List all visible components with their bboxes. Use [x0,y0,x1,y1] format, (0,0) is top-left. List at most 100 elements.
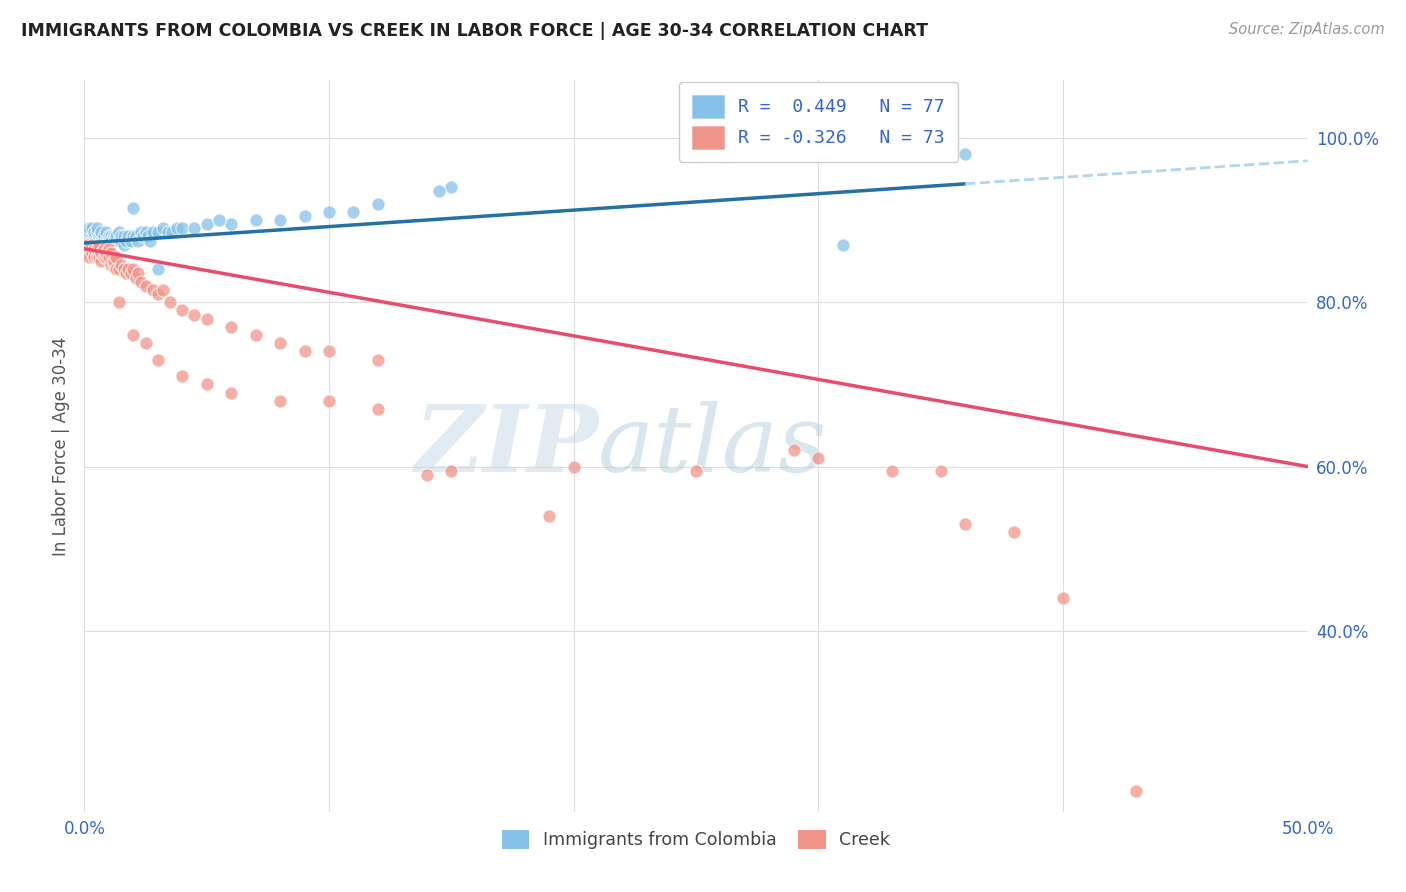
Point [90,225,112,239]
Point [1002,525,1025,540]
Point [146,225,169,239]
Point [86,234,108,248]
Point [208,213,231,227]
Point [122,262,145,277]
Point [97,237,120,252]
Point [112,229,135,244]
Point [86,221,108,235]
Point [318,204,340,219]
Text: ZIP: ZIP [413,401,598,491]
Point [120,267,142,281]
Point [245,213,267,227]
Point [172,303,194,318]
Point [97,229,120,244]
Point [1125,784,1147,798]
Point [269,336,291,351]
Point [135,278,157,293]
Point [80,245,103,260]
Point [294,209,316,223]
Point [105,262,128,277]
Point [562,459,585,474]
Point [96,250,118,264]
Point [112,262,135,277]
Point [77,242,100,256]
Point [97,242,120,256]
Point [96,234,118,248]
Point [122,201,145,215]
Point [129,275,152,289]
Point [880,464,903,478]
Point [105,234,128,248]
Point [76,229,98,244]
Y-axis label: In Labor Force | Age 30-34: In Labor Force | Age 30-34 [52,336,70,556]
Point [219,385,242,400]
Point [440,180,463,194]
Point [416,467,439,482]
Point [110,258,132,272]
Point [146,287,169,301]
Point [427,184,450,198]
Point [93,237,115,252]
Point [86,250,108,264]
Point [87,250,110,264]
Point [77,234,100,248]
Point [107,262,129,277]
Point [80,237,103,252]
Point [76,245,98,260]
Point [245,328,267,343]
Point [219,217,242,231]
Point [77,237,100,252]
Point [146,352,169,367]
Point [96,245,118,260]
Point [125,270,148,285]
Point [86,225,108,239]
Point [294,344,316,359]
Point [122,229,145,244]
Point [135,225,157,239]
Point [929,464,952,478]
Point [97,250,120,264]
Point [166,221,188,235]
Point [86,242,108,256]
Point [77,221,100,235]
Point [80,237,103,252]
Point [105,250,128,264]
Point [269,393,291,408]
Point [318,344,340,359]
Point [367,402,389,417]
Point [831,237,853,252]
Point [103,229,125,244]
Point [87,234,110,248]
Point [117,262,139,277]
Point [80,234,103,248]
Point [87,237,110,252]
Point [195,377,218,392]
Point [103,234,125,248]
Point [172,369,194,384]
Point [107,234,129,248]
Point [77,229,100,244]
Point [318,393,340,408]
Point [83,229,105,244]
Point [156,225,179,239]
Legend: Immigrants from Colombia, Creek: Immigrants from Colombia, Creek [494,822,898,858]
Point [107,225,129,239]
Point [195,217,218,231]
Point [142,283,165,297]
Point [117,229,139,244]
Point [110,234,132,248]
Point [127,267,149,281]
Point [127,234,149,248]
Point [172,221,194,235]
Point [83,225,105,239]
Point [125,229,148,244]
Point [77,225,100,239]
Point [83,242,105,256]
Point [146,262,169,277]
Point [110,229,132,244]
Point [115,267,138,281]
Point [100,245,122,260]
Point [90,234,112,248]
Point [152,283,174,297]
Point [87,237,110,252]
